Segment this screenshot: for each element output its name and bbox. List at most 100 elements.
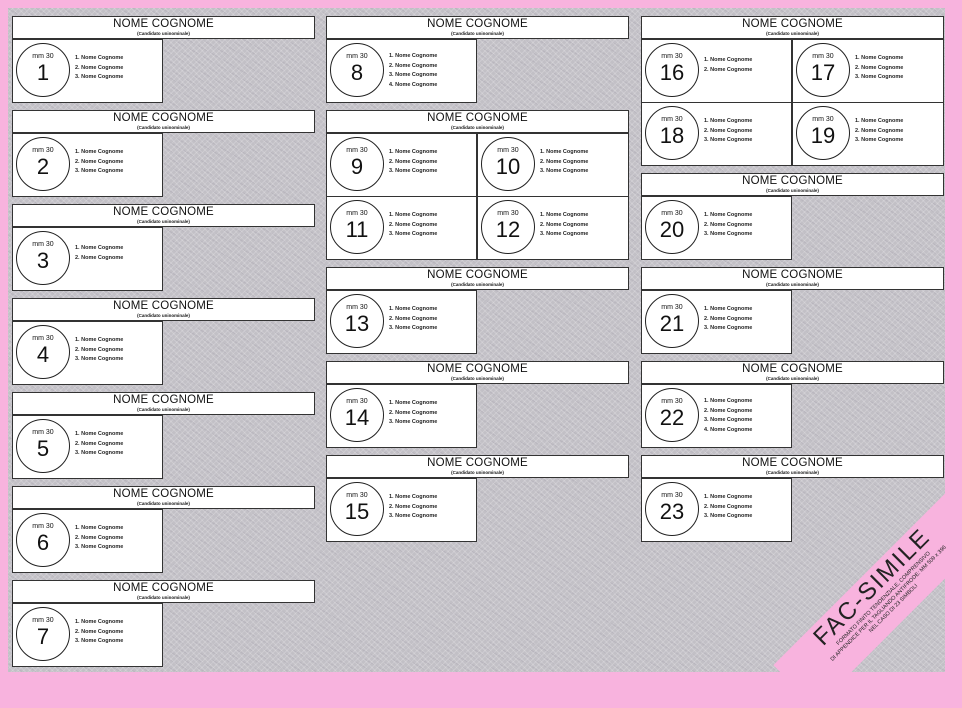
- symbol-number: 7: [36, 624, 50, 649]
- candidate-list: 1. Nome Cognome 2. Nome Cognome 3. Nome Co…: [75, 336, 123, 365]
- symbol-number: 4: [36, 342, 50, 367]
- candidate-subheader: (Candidato uninominale): [137, 219, 190, 224]
- list-candidate: 3. Nome Cognome: [75, 544, 124, 550]
- candidate-list: 1. Nome Cognome 2. Nome Cognome 3. Nome Co…: [540, 211, 588, 240]
- list-candidate: 3. Nome Cognome: [540, 168, 589, 174]
- candidate-list: 1. Nome Cognome 2. Nome Cognome: [704, 56, 752, 75]
- symbol-number: 21: [659, 311, 685, 336]
- list-symbol-cell: mm 30 15 1. Nome Cognome 2. Nome Cognome 3. …: [326, 478, 477, 542]
- candidate-name: NOME COGNOME: [113, 488, 214, 500]
- symbol-number: 5: [36, 436, 50, 461]
- list-candidate: 2. Nome Cognome: [75, 440, 124, 447]
- party-symbol-circle: mm 30 23: [645, 482, 699, 536]
- candidate-header: NOME COGNOME (Candidato uninominale): [641, 361, 944, 384]
- list-candidate: 1. Nome Cognome: [75, 431, 124, 437]
- candidate-name: NOME COGNOME: [113, 18, 214, 30]
- candidate-name: NOME COGNOME: [742, 457, 843, 469]
- list-symbol-cell: mm 30 1 1. Nome Cognome 2. Nome Cognome 3. N…: [12, 39, 163, 103]
- list-candidate: 1. Nome Cognome: [75, 525, 124, 531]
- candidate-subheader: (Candidato uninominale): [451, 470, 504, 475]
- symbol-size-label: mm 30: [32, 53, 54, 60]
- list-candidate: 3. Nome Cognome: [75, 638, 124, 644]
- candidate-list: 1. Nome Cognome 2. Nome Cognome 3. Nome Co…: [75, 430, 123, 459]
- list-symbol-cell: mm 30 19 1. Nome Cognome 2. Nome Cognome 3. …: [792, 102, 944, 166]
- candidate-name: NOME COGNOME: [742, 18, 843, 30]
- list-candidate: 1. Nome Cognome: [704, 306, 753, 312]
- symbol-number: 13: [344, 311, 370, 336]
- candidate-subheader: (Candidato uninominale): [137, 407, 190, 412]
- symbol-size-label: mm 30: [346, 492, 368, 499]
- candidate-list: 1. Nome Cognome 2. Nome Cognome 3. Nome Co…: [389, 52, 437, 90]
- party-symbol-circle: mm 30 20: [645, 200, 699, 254]
- symbol-number: 1: [36, 60, 50, 85]
- list-candidate: 3. Nome Cognome: [75, 356, 124, 362]
- candidate-name: NOME COGNOME: [427, 363, 528, 375]
- list-symbol-cell: mm 30 7 1. Nome Cognome 2. Nome Cognome 3. N…: [12, 603, 163, 667]
- candidate-name: NOME COGNOME: [427, 112, 528, 124]
- list-candidate: 2. Nome Cognome: [75, 64, 124, 71]
- list-candidate: 3. Nome Cognome: [704, 231, 753, 237]
- list-candidate: 1. Nome Cognome: [389, 306, 438, 312]
- symbol-size-label: mm 30: [346, 210, 368, 217]
- ballot-sheet: NOME COGNOME (Candidato uninominale) mm 30…: [8, 8, 945, 672]
- list-candidate: 3. Nome Cognome: [704, 325, 753, 331]
- candidate-subheader: (Candidato uninominale): [451, 31, 504, 36]
- list-symbol-cell: mm 30 8 1. Nome Cognome 2. Nome Cognome 3. N…: [326, 39, 477, 103]
- symbol-size-label: mm 30: [812, 116, 834, 123]
- candidate-name: NOME COGNOME: [427, 18, 528, 30]
- candidate-header: NOME COGNOME (Candidato uninominale): [12, 486, 315, 509]
- list-candidate: 3. Nome Cognome: [704, 137, 753, 143]
- list-candidate: 4. Nome Cognome: [704, 426, 753, 433]
- list-candidate: 2. Nome Cognome: [704, 127, 753, 134]
- party-symbol-circle: mm 30 19: [796, 106, 850, 160]
- list-symbol-cell: mm 30 11 1. Nome Cognome 2. Nome Cognome 3. …: [326, 196, 477, 260]
- candidate-name: NOME COGNOME: [113, 394, 214, 406]
- symbol-size-label: mm 30: [812, 53, 834, 60]
- list-candidate: 2. Nome Cognome: [855, 127, 904, 134]
- list-candidate: 2. Nome Cognome: [389, 62, 438, 69]
- candidate-header: NOME COGNOME (Candidato uninominale): [12, 392, 315, 415]
- candidate-list: 1. Nome Cognome 2. Nome Cognome 3. Nome Co…: [389, 148, 437, 177]
- party-symbol-circle: mm 30 21: [645, 294, 699, 348]
- candidate-subheader: (Candidato uninominale): [766, 470, 819, 475]
- list-candidate: 2. Nome Cognome: [855, 64, 904, 71]
- list-candidate: 2. Nome Cognome: [75, 254, 124, 261]
- list-candidate: 2. Nome Cognome: [540, 221, 589, 228]
- list-candidate: 2. Nome Cognome: [75, 534, 124, 541]
- list-candidate: 2. Nome Cognome: [704, 221, 753, 228]
- candidate-header: NOME COGNOME (Candidato uninominale): [12, 16, 315, 39]
- list-symbol-cell: mm 30 16 1. Nome Cognome 2. Nome Cognome: [641, 39, 792, 103]
- symbol-size-label: mm 30: [346, 147, 368, 154]
- list-symbol-cell: mm 30 22 1. Nome Cognome 2. Nome Cognome 3. …: [641, 384, 792, 448]
- candidate-list: 1. Nome Cognome 2. Nome Cognome 3. Nome Co…: [704, 305, 752, 334]
- party-symbol-circle: mm 30 9: [330, 137, 384, 191]
- list-candidate: 4. Nome Cognome: [389, 81, 438, 88]
- symbol-size-label: mm 30: [346, 304, 368, 311]
- candidate-list: 1. Nome Cognome 2. Nome Cognome 3. Nome Co…: [389, 493, 437, 522]
- symbol-number: 23: [659, 499, 685, 524]
- list-candidate: 3. Nome Cognome: [75, 450, 124, 456]
- list-candidate: 1. Nome Cognome: [389, 212, 438, 218]
- candidate-name: NOME COGNOME: [113, 582, 214, 594]
- candidate-subheader: (Candidato uninominale): [137, 595, 190, 600]
- party-symbol-circle: mm 30 1: [16, 43, 70, 97]
- candidate-name: NOME COGNOME: [427, 457, 528, 469]
- list-candidate: 2. Nome Cognome: [540, 158, 589, 165]
- list-symbol-cell: mm 30 10 1. Nome Cognome 2. Nome Cognome 3. …: [477, 133, 629, 197]
- list-candidate: 1. Nome Cognome: [75, 55, 124, 61]
- symbol-number: 19: [810, 123, 836, 148]
- list-symbol-cell: mm 30 21 1. Nome Cognome 2. Nome Cognome 3. …: [641, 290, 792, 354]
- symbol-number: 11: [345, 217, 369, 242]
- symbol-size-label: mm 30: [32, 147, 54, 154]
- list-candidate: 3. Nome Cognome: [389, 231, 438, 237]
- candidate-header: NOME COGNOME (Candidato uninominale): [12, 110, 315, 133]
- candidate-header: NOME COGNOME (Candidato uninominale): [326, 361, 629, 384]
- party-symbol-circle: mm 30 3: [16, 231, 70, 285]
- symbol-size-label: mm 30: [32, 523, 54, 530]
- candidate-list: 1. Nome Cognome 2. Nome Cognome 3. Nome Co…: [540, 148, 588, 177]
- party-symbol-circle: mm 30 4: [16, 325, 70, 379]
- party-symbol-circle: mm 30 14: [330, 388, 384, 442]
- candidate-list: 1. Nome Cognome 2. Nome Cognome 3. Nome Co…: [704, 397, 752, 435]
- symbol-number: 20: [659, 217, 685, 242]
- candidate-header: NOME COGNOME (Candidato uninominale): [641, 16, 944, 39]
